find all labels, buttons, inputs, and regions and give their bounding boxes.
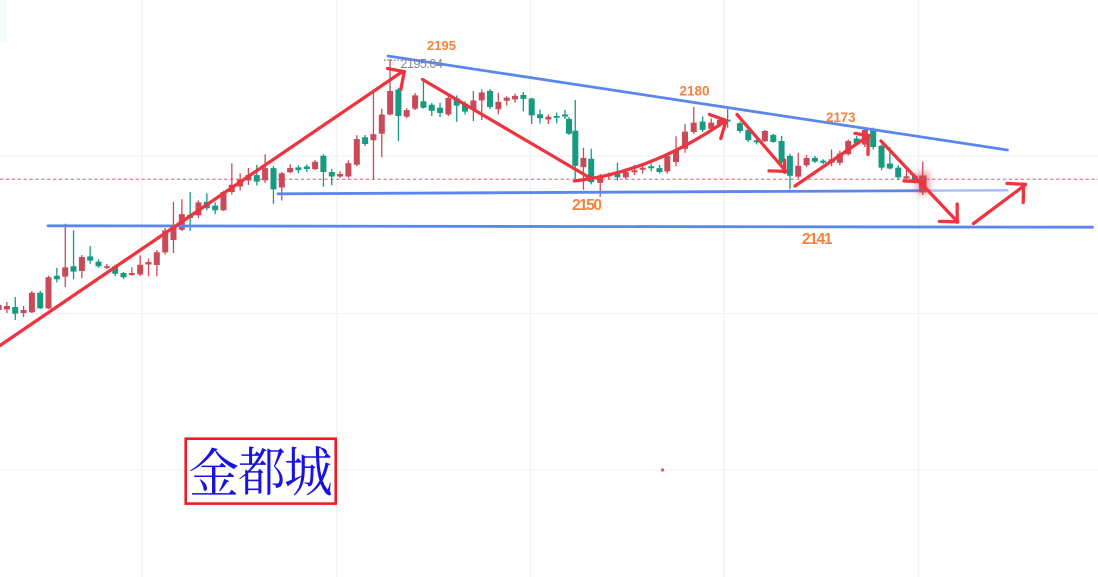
- svg-text:2150: 2150: [572, 197, 602, 214]
- svg-text:2195.04: 2195.04: [401, 57, 444, 71]
- svg-text:2195: 2195: [427, 38, 456, 53]
- svg-text:2180: 2180: [680, 84, 710, 99]
- svg-text:2173: 2173: [826, 110, 856, 125]
- svg-text:2141: 2141: [802, 231, 833, 248]
